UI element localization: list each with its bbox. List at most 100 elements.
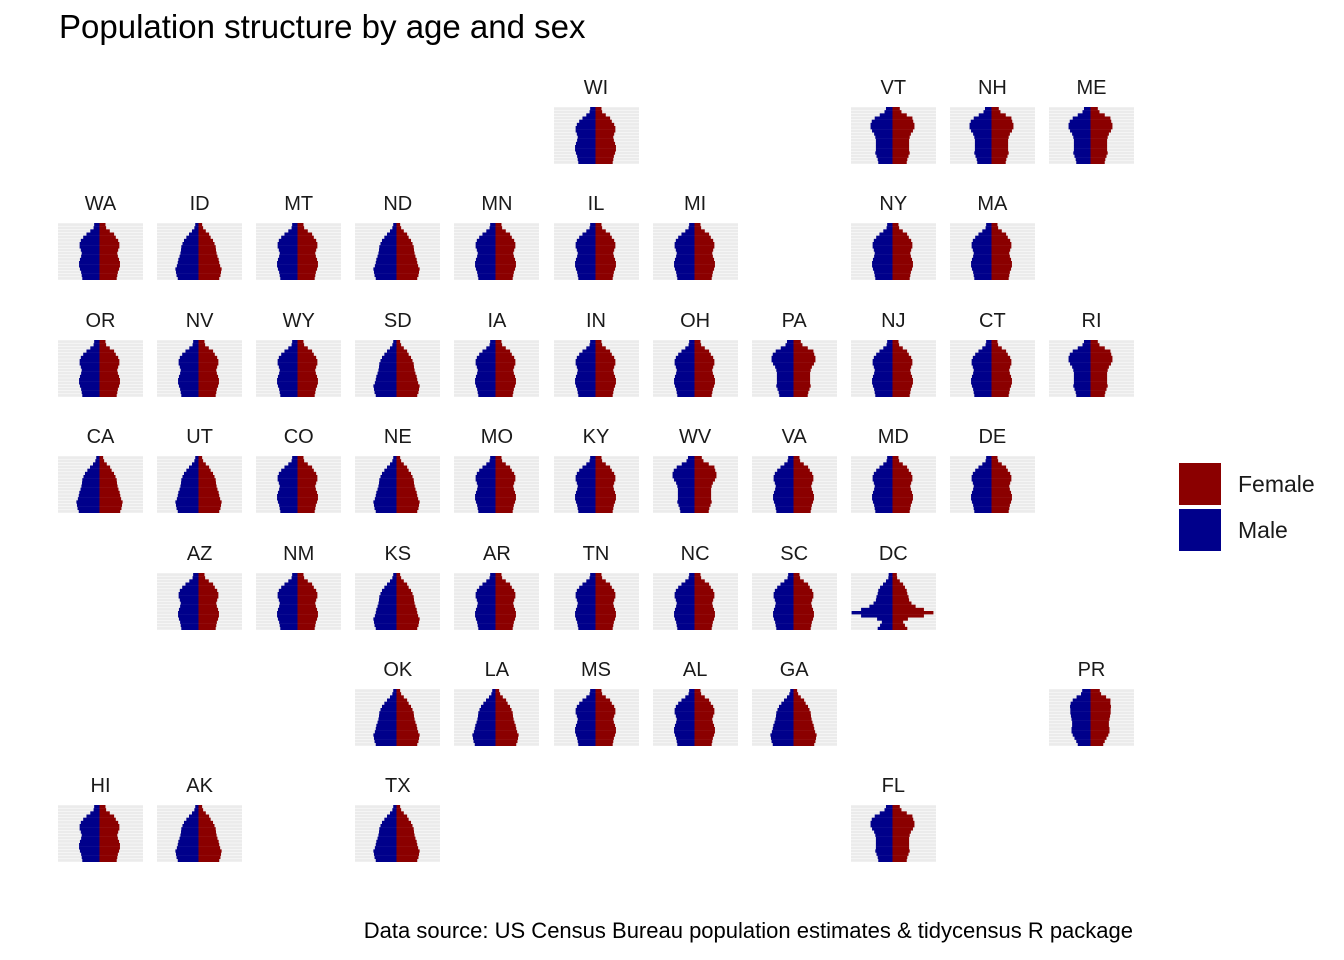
male-bar [972, 472, 992, 476]
female-bar [991, 110, 1001, 114]
male-bar [575, 358, 595, 363]
female-bar [694, 374, 714, 378]
female-bar [198, 462, 206, 466]
male-bar [477, 597, 496, 602]
male-bar [677, 491, 695, 495]
female-bar [1090, 720, 1109, 725]
male-bar [578, 468, 595, 473]
female-bar [892, 129, 913, 133]
female-bar [991, 371, 1010, 375]
female-bar [991, 157, 1007, 162]
male-bar [179, 355, 199, 359]
male-bar [279, 371, 298, 375]
male-bar [376, 626, 397, 630]
female-bar [892, 610, 934, 614]
male-bar [479, 585, 496, 589]
female-bar [892, 339, 899, 344]
male-bar [872, 267, 893, 272]
female-bar [99, 859, 117, 863]
male-bar [886, 339, 893, 344]
female-bar [396, 251, 415, 256]
male-bar [772, 727, 794, 731]
male-bar [879, 465, 893, 470]
female-bar [297, 365, 317, 369]
female-bar [297, 339, 304, 344]
female-bar [595, 481, 614, 485]
male-bar [885, 805, 893, 809]
female-bar [1090, 701, 1111, 706]
male-bar [674, 607, 695, 611]
male-bar [195, 805, 199, 809]
female-bar [793, 701, 806, 706]
female-bar [694, 588, 713, 592]
panel-label: MS [581, 659, 611, 681]
male-bar [574, 497, 595, 501]
male-bar [292, 456, 298, 460]
male-bar [478, 510, 496, 514]
male-bar [775, 510, 794, 514]
pyramid-plot [157, 223, 243, 281]
female-bar [991, 365, 1011, 369]
male-bar [476, 591, 496, 595]
pyramid-plot [1049, 689, 1134, 746]
female-bar [991, 277, 1009, 281]
male-bar [677, 494, 695, 498]
female-bar [892, 821, 915, 825]
pyramid-plot [850, 456, 936, 514]
male-bar [676, 739, 695, 744]
female-bar [396, 349, 408, 353]
female-bar [694, 704, 713, 709]
female-bar [396, 695, 405, 699]
male-bar [886, 456, 893, 460]
female-bar [793, 711, 811, 715]
female-bar [991, 500, 1011, 504]
male-bar [482, 232, 496, 237]
male-bar [982, 229, 992, 234]
male-bar [81, 371, 100, 375]
male-bar [673, 380, 695, 385]
female-bar [793, 462, 804, 466]
male-bar [986, 339, 992, 344]
male-bar [473, 739, 496, 744]
male-bar [877, 591, 893, 595]
male-bar [589, 223, 595, 227]
male-bar [674, 708, 695, 712]
male-bar [681, 232, 695, 237]
female-bar [198, 270, 222, 275]
female-bar [694, 597, 713, 602]
female-bar [297, 349, 313, 353]
female-bar [793, 720, 813, 725]
female-bar [892, 607, 924, 611]
male-bar [476, 258, 496, 262]
female-bar [892, 242, 913, 246]
male-bar [687, 456, 695, 460]
female-bar [991, 387, 1010, 391]
female-bar [198, 597, 218, 602]
female-bar [99, 374, 120, 378]
male-bar [279, 365, 298, 369]
female-bar [1090, 384, 1108, 388]
male-bar [182, 352, 199, 356]
male-bar [79, 374, 100, 378]
caption: Data source: US Census Bureau population… [363, 918, 1133, 943]
female-bar [793, 594, 814, 599]
legend-key [1179, 509, 1221, 551]
male-bar [578, 585, 595, 589]
female-bar [396, 717, 415, 721]
female-bar [495, 698, 507, 702]
female-bar [892, 145, 909, 149]
male-bar [873, 487, 893, 492]
female-bar [198, 859, 220, 863]
pyramid-plot [58, 805, 143, 863]
male-bar [373, 733, 397, 737]
male-bar [878, 588, 893, 592]
female-bar [991, 352, 1008, 356]
male-bar [982, 346, 992, 350]
female-bar [595, 607, 615, 611]
female-bar [396, 465, 408, 470]
female-bar [991, 478, 1012, 482]
male-bar [479, 708, 496, 712]
female-bar [495, 591, 516, 595]
male-bar [576, 270, 595, 275]
female-bar [595, 126, 615, 130]
